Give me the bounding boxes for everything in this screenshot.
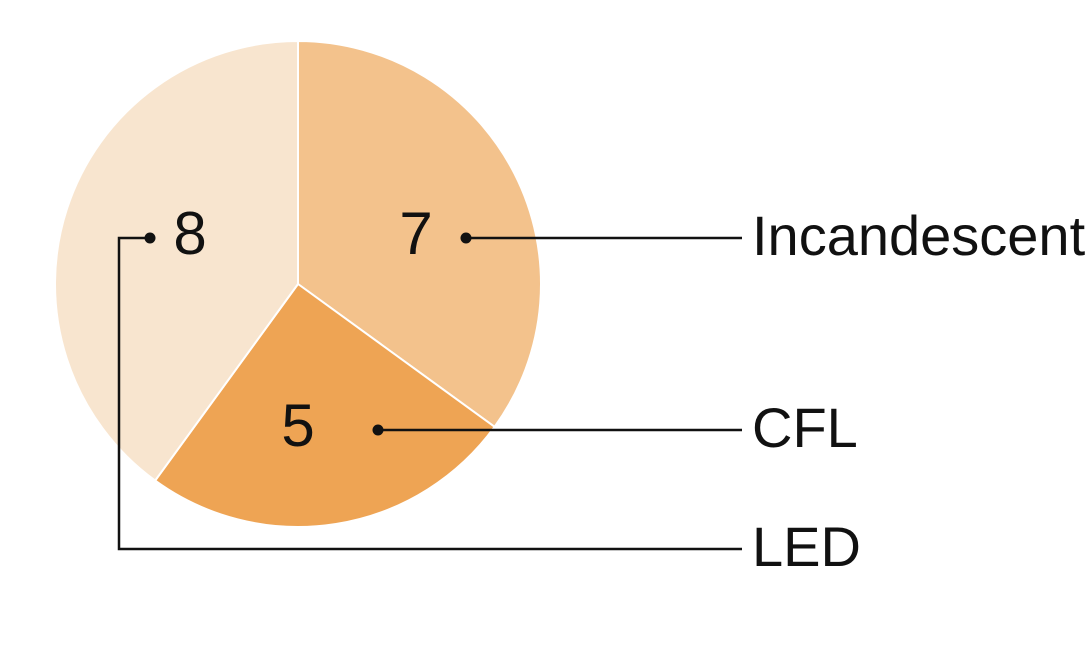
pie-slices [54,39,542,528]
legend-label-incandescent: Incandescent [752,204,1086,267]
leader-dot-incandescent [460,232,472,244]
pie-slice-cfl [153,282,496,528]
legend-label-led: LED [752,515,861,578]
value-labels: 7 5 8 [173,200,432,459]
leader-lines [117,232,742,551]
leader-line-led [117,236,742,551]
value-label-cfl: 5 [281,392,314,459]
leader-dot-led [144,232,156,244]
value-label-incandescent: 7 [399,200,432,267]
leader-dot-cfl [372,424,384,436]
legend: Incandescent CFL LED [752,204,1086,578]
legend-label-cfl: CFL [752,396,858,459]
value-label-led: 8 [173,200,206,267]
pie-slice-incandescent [297,39,542,429]
pie-slice-led [54,39,299,482]
